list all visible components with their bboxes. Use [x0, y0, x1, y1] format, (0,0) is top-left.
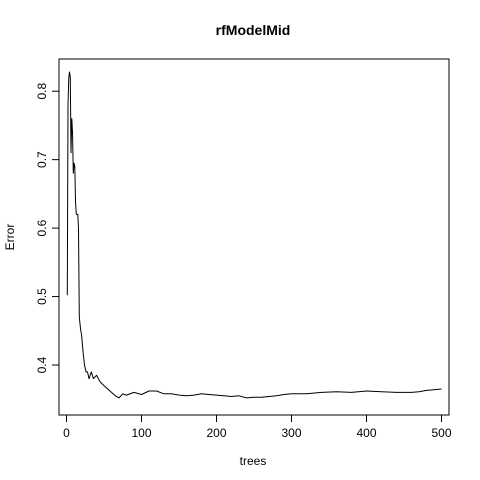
y-axis: 0.4 0.5 0.6 0.7 0.8: [35, 83, 59, 373]
x-tick-label: 300: [281, 426, 301, 440]
x-tick-label: 400: [356, 426, 376, 440]
x-axis: 0 100 200 300 400 500: [63, 415, 452, 440]
y-tick-label: 0.4: [35, 356, 49, 373]
x-tick-label: 500: [431, 426, 451, 440]
x-tick-label: 200: [206, 426, 226, 440]
plot-frame: [58, 58, 450, 416]
x-tick-label: 100: [131, 426, 151, 440]
y-tick-label: 0.8: [35, 83, 49, 100]
y-tick-label: 0.5: [35, 288, 49, 305]
y-tick-label: 0.6: [35, 219, 49, 236]
x-axis-label: trees: [240, 454, 267, 468]
series-group: [66, 71, 442, 399]
y-tick-label: 0.7: [35, 151, 49, 168]
chart-title: rfModelMid: [216, 22, 291, 38]
error-series-line: [66, 71, 442, 399]
x-tick-label: 0: [63, 426, 70, 440]
y-axis-label: Error: [3, 224, 17, 251]
